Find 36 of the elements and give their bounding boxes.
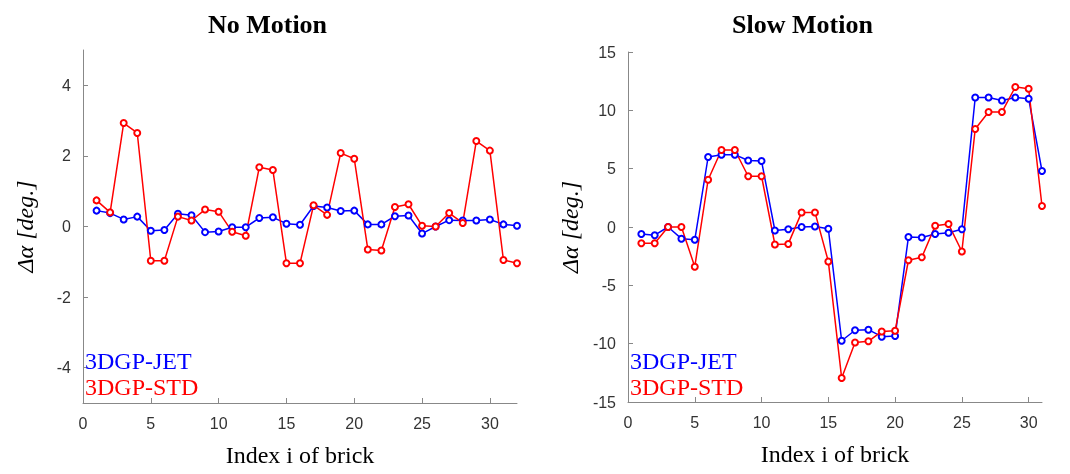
chart-title: No Motion <box>207 9 328 39</box>
x-tick-label: 30 <box>480 414 499 432</box>
y-axis-title: Δα [deg.] <box>12 180 38 274</box>
x-tick-label: 25 <box>952 413 971 431</box>
x-tick-label: 30 <box>1019 413 1038 431</box>
text: 3DGP-STD <box>630 374 744 400</box>
y-tick-label: 0 <box>62 218 72 235</box>
x-tick-label: 15 <box>819 413 838 431</box>
x-tick-label: 10 <box>209 414 228 432</box>
y-tick-label: -15 <box>592 393 617 411</box>
x-tick-label: 10 <box>752 413 771 431</box>
y-tick-label: 5 <box>607 160 617 178</box>
y-tick-label: -2 <box>56 288 72 306</box>
x-tick-label: 5 <box>690 413 700 431</box>
text: 3DGP-STD <box>85 374 199 400</box>
y-tick-label: 2 <box>62 147 72 165</box>
y-tick-label: 15 <box>598 43 617 61</box>
x-tick-label: 20 <box>886 413 905 431</box>
y-axis-title: Δα [deg.] <box>556 180 583 275</box>
y-tick-label: 0 <box>607 218 617 236</box>
x-tick-label: 25 <box>413 414 432 432</box>
text: 3DGP-JET <box>85 348 192 374</box>
y-tick-label: -10 <box>592 335 617 353</box>
y-tick-label: 10 <box>598 101 617 119</box>
y-tick-label: 4 <box>62 76 72 94</box>
x-tick-label: 5 <box>146 414 156 432</box>
y-tick-label: -4 <box>56 359 72 377</box>
x-tick-label: 20 <box>345 414 364 432</box>
y-tick-label: -5 <box>601 276 617 294</box>
x-tick-label: 15 <box>277 414 296 432</box>
chart-title: Slow Motion <box>732 9 874 39</box>
x-axis-title: Index i of brick <box>225 442 375 468</box>
x-tick-label: 0 <box>78 414 88 432</box>
x-tick-label: 0 <box>623 413 633 431</box>
text: 3DGP-JET <box>630 348 737 374</box>
x-axis-title: Index i of brick <box>760 441 910 467</box>
